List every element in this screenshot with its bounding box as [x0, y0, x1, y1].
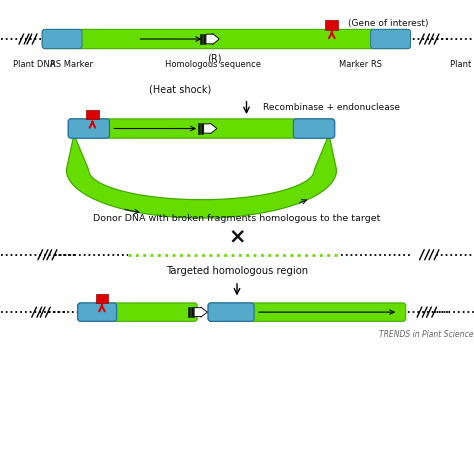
FancyBboxPatch shape [68, 119, 335, 138]
Text: Plant DNA: Plant DNA [450, 60, 474, 69]
Text: Donor DNA with broken fragments homologous to the target: Donor DNA with broken fragments homologo… [93, 213, 381, 223]
Text: Recombinase + endonuclease: Recombinase + endonuclease [263, 103, 400, 112]
Bar [191, 307, 193, 317]
FancyBboxPatch shape [208, 303, 254, 321]
Bar [96, 294, 108, 303]
FancyBboxPatch shape [293, 119, 335, 138]
FancyBboxPatch shape [68, 119, 109, 138]
Text: (R): (R) [208, 53, 222, 63]
Bar [201, 123, 203, 134]
FancyArrow shape [194, 307, 208, 317]
Bar [198, 123, 200, 134]
Bar [86, 110, 99, 119]
Text: (Heat shock): (Heat shock) [149, 84, 211, 95]
FancyBboxPatch shape [78, 303, 117, 321]
Text: (Gene of interest): (Gene of interest) [348, 19, 429, 28]
FancyBboxPatch shape [42, 29, 82, 49]
FancyBboxPatch shape [42, 29, 410, 49]
Text: Targeted homologous region: Targeted homologous region [166, 266, 308, 276]
FancyArrow shape [206, 34, 219, 45]
FancyBboxPatch shape [208, 303, 406, 321]
Polygon shape [66, 134, 337, 218]
Text: Plant DNA: Plant DNA [13, 60, 56, 69]
Text: ×: × [228, 226, 246, 246]
Bar [203, 34, 205, 45]
Text: Homologous sequence: Homologous sequence [165, 60, 261, 69]
Text: TRENDS in Plant Science: TRENDS in Plant Science [379, 330, 473, 339]
Bar [325, 20, 338, 30]
Text: Marker RS: Marker RS [339, 60, 382, 69]
Text: RS Marker: RS Marker [50, 60, 92, 69]
Bar [188, 307, 190, 317]
FancyBboxPatch shape [371, 29, 410, 49]
Bar [200, 34, 202, 45]
FancyArrow shape [204, 123, 217, 134]
FancyBboxPatch shape [78, 303, 197, 321]
